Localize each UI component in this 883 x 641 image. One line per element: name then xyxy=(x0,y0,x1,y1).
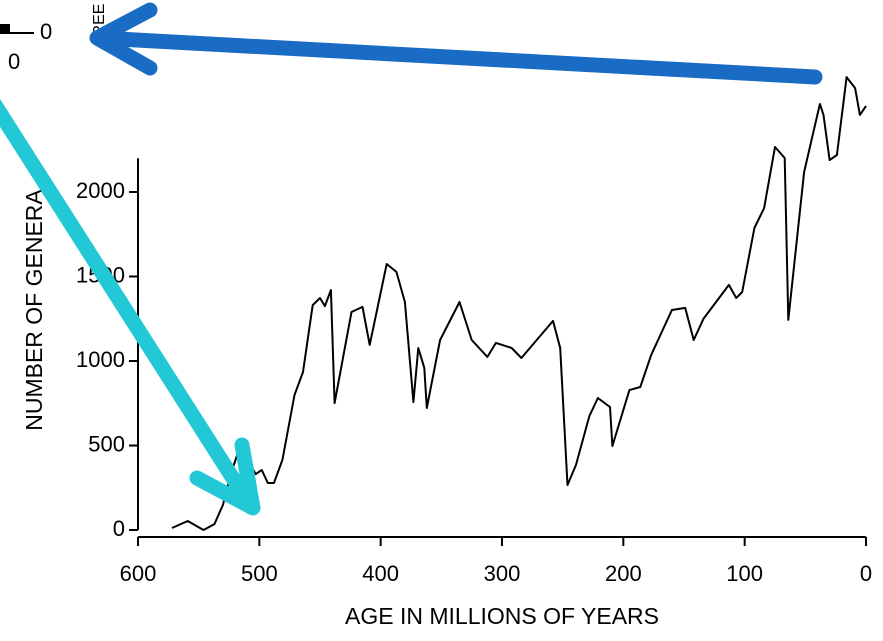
y-tick-label: 1000 xyxy=(76,347,125,372)
x-tick-label: 200 xyxy=(605,561,642,586)
y-tick-label: 2000 xyxy=(76,178,125,203)
inset-label: 0 xyxy=(40,19,52,44)
x-tick-label: 500 xyxy=(241,561,278,586)
data-line xyxy=(171,76,867,531)
y-tick-label: 0 xyxy=(113,516,125,541)
y-tick-label: 500 xyxy=(88,431,125,456)
x-tick-label: 400 xyxy=(362,561,399,586)
inset-label: 0 xyxy=(8,49,20,74)
inset-bars xyxy=(0,24,10,34)
x-axis-label: AGE IN MILLIONS OF YEARS xyxy=(345,603,659,629)
x-tick-label: 100 xyxy=(726,561,763,586)
x-tick-label: 300 xyxy=(484,561,521,586)
blue-arrow xyxy=(89,2,823,85)
x-tick-label: 600 xyxy=(120,561,157,586)
x-tick-label: 0 xyxy=(860,561,872,586)
cyan-arrow xyxy=(0,99,261,516)
y-axis-label: NUMBER OF GENERA xyxy=(21,189,47,431)
